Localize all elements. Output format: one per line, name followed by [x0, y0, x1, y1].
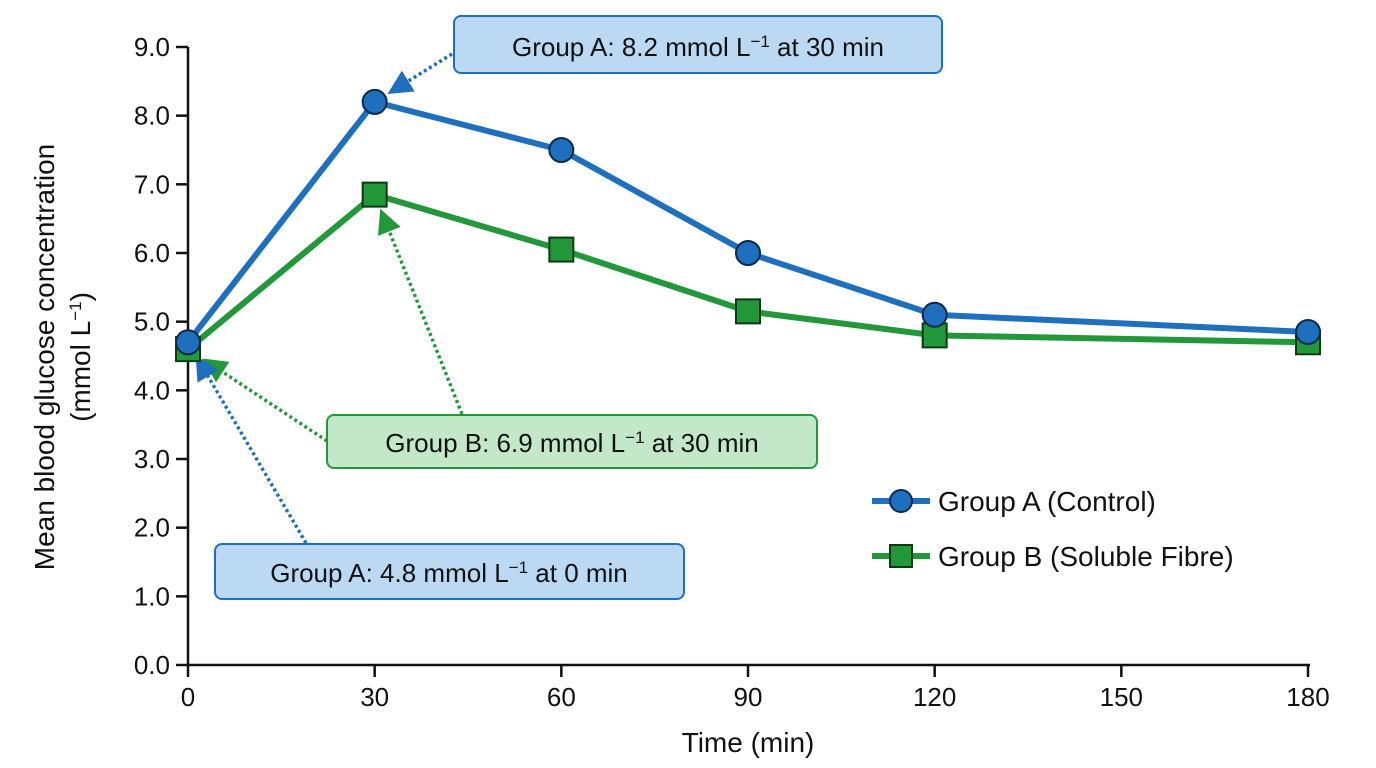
x-axis-title: Time (min) — [682, 727, 815, 758]
data-point-group-a — [175, 329, 201, 356]
data-point-group-a — [361, 88, 388, 115]
x-tick-label: 60 — [547, 682, 576, 712]
data-point-group-b — [361, 181, 388, 208]
legend-label: Group A (Control) — [938, 486, 1156, 517]
data-point-group-a — [548, 137, 575, 163]
legend-circle-marker — [889, 489, 913, 513]
y-tick-label: 1.0 — [134, 581, 170, 611]
data-point-group-b — [548, 236, 575, 263]
annotation-group-a-0min: Group A: 4.8 mmol L−1 at 0 min — [214, 543, 685, 600]
y-tick-label: 5.0 — [134, 307, 170, 337]
annotation-arrow — [377, 208, 464, 415]
x-tick-label: 0 — [181, 682, 195, 712]
data-point-group-a — [1295, 318, 1321, 345]
annotation-box — [214, 543, 685, 600]
y-tick-label: 9.0 — [134, 32, 170, 62]
x-tick-label: 30 — [360, 682, 389, 712]
data-point-group-a — [735, 240, 761, 266]
annotation-group-a-30min: Group A: 8.2 mmol L−1 at 30 min — [453, 15, 943, 74]
x-tick-label: 180 — [1286, 682, 1329, 712]
annotation-box — [326, 414, 818, 469]
legend-item-group-a: Group A (Control) — [872, 486, 1156, 517]
legend: Group A (Control) Group B (Soluble Fibre… — [872, 486, 1234, 572]
y-tick-label: 6.0 — [134, 238, 170, 268]
data-point-group-b — [735, 298, 761, 325]
y-axis-title: Mean blood glucose concentration — [29, 144, 60, 571]
series-line-group-b — [186, 191, 1309, 352]
annotation-text: Group A: 8.2 mmol L−1 at 30 min — [512, 32, 884, 63]
y-tick-label: 7.0 — [134, 169, 170, 199]
y-axis-unit: (mmol L−1) — [65, 292, 96, 422]
series-layer — [175, 88, 1321, 363]
annotation-arrow — [195, 355, 308, 544]
legend-item-group-b: Group B (Soluble Fibre) — [872, 541, 1234, 572]
annotation-arrows — [195, 52, 464, 544]
y-tick-label: 0.0 — [134, 650, 170, 680]
x-tick-label: 120 — [913, 682, 956, 712]
x-tick-label: 90 — [734, 682, 763, 712]
y-tick-label: 2.0 — [134, 513, 170, 543]
y-tick-label: 4.0 — [134, 375, 170, 405]
annotation-arrow — [202, 358, 328, 443]
annotation-text: Group B: 6.9 mmol L−1 at 30 min — [385, 428, 758, 459]
data-point-group-a — [921, 301, 948, 328]
annotation-box — [453, 15, 943, 74]
y-tick-label: 3.0 — [134, 444, 170, 474]
series-line-group-a — [185, 98, 1309, 345]
x-tick-label: 150 — [1100, 682, 1143, 712]
y-tick-label: 8.0 — [134, 101, 170, 131]
annotation-text: Group A: 4.8 mmol L−1 at 0 min — [270, 558, 628, 589]
annotation-arrow — [387, 52, 453, 94]
x-axis-ticks: 0 30 60 90 120 150 180 — [181, 665, 1330, 712]
legend-square-marker — [889, 544, 913, 568]
y-axis-ticks: 0.0 1.0 2.0 3.0 4.0 5.0 6.0 7.0 8.0 9.0 — [134, 32, 188, 680]
legend-label: Group B (Soluble Fibre) — [938, 541, 1234, 572]
annotation-group-b-30min: Group B: 6.9 mmol L−1 at 30 min — [326, 414, 818, 469]
